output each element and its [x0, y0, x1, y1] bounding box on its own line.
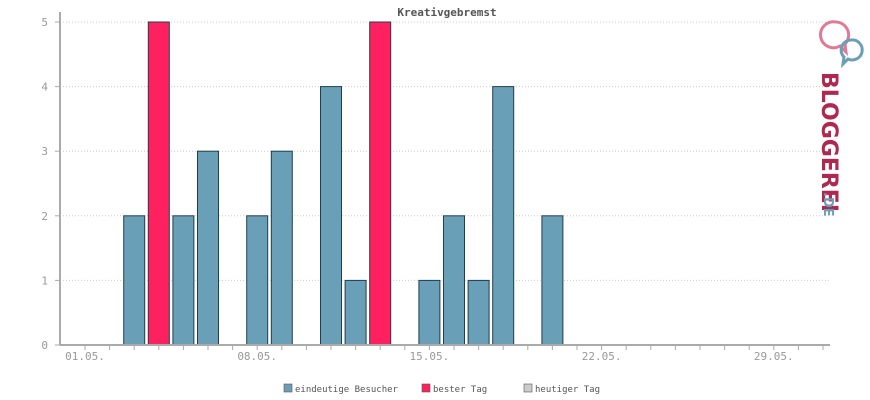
bar — [123, 215, 146, 346]
chart-title: Kreativgebremst — [397, 6, 496, 19]
bar — [443, 215, 465, 346]
legend-entry: eindeutige Besucher — [283, 383, 399, 395]
bar — [541, 215, 564, 346]
y-tick-label: 2 — [41, 210, 48, 223]
legend-entry: bester Tag — [421, 383, 487, 395]
x-tick-label: 08.05. — [237, 350, 277, 363]
y-tick-label: 4 — [41, 81, 48, 94]
axes: 0 1 2 3 4 5 01.05. 08.05. 15.05. 22.05. 29.05. — [41, 12, 830, 363]
bloggerei-logo: BLOGGEREI .DE — [816, 20, 864, 217]
x-tick-label: 22.05. — [582, 350, 622, 363]
y-tick-label: 5 — [41, 16, 48, 29]
y-tick-label: 3 — [41, 145, 48, 158]
bar — [197, 150, 219, 346]
x-tick-label: 01.05. — [65, 350, 105, 363]
x-tick-label: 29.05. — [754, 350, 794, 363]
bars — [123, 21, 564, 346]
bar — [320, 86, 342, 346]
bar — [344, 279, 367, 346]
legend-label: eindeutige Besucher — [295, 385, 399, 395]
bar — [147, 21, 170, 346]
legend: eindeutige Besucher bester Tag heutiger Ta… — [283, 383, 600, 395]
logo-suffix: .DE — [820, 192, 835, 217]
bar — [492, 86, 515, 346]
logo-text: BLOGGEREI — [816, 72, 841, 212]
legend-swatch — [523, 383, 533, 393]
legend-entry: heutiger Tag — [523, 383, 600, 395]
bar — [418, 279, 441, 346]
legend-swatch — [421, 383, 431, 393]
legend-label: bester Tag — [433, 385, 487, 395]
speech-bubbles-icon — [818, 20, 864, 69]
y-tick-label: 1 — [41, 274, 48, 287]
bar — [369, 21, 392, 346]
x-tick-label: 15.05. — [410, 350, 450, 363]
y-tick-label: 0 — [41, 339, 48, 352]
bar — [246, 215, 269, 346]
legend-swatch — [283, 383, 293, 393]
bar — [467, 279, 490, 346]
bar — [270, 150, 293, 346]
bar — [172, 215, 195, 346]
legend-label: heutiger Tag — [535, 385, 600, 395]
